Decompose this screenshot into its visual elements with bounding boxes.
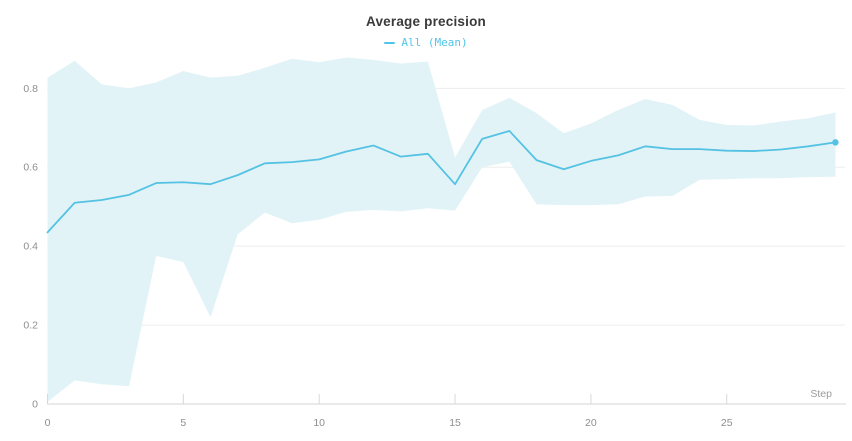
y-tick-label: 0 — [32, 399, 38, 411]
x-tick-label: 25 — [721, 417, 733, 429]
x-tick-label: 0 — [45, 417, 51, 429]
x-tick-label: 15 — [449, 417, 461, 429]
y-tick-label: 0.4 — [23, 241, 38, 253]
x-axis-title: Step — [810, 388, 832, 400]
y-tick-label: 0.8 — [23, 83, 38, 95]
mean-line — [46, 130, 837, 234]
x-tick-label: 5 — [180, 417, 186, 429]
x-tick-label: 20 — [585, 417, 597, 429]
x-tick-label: 10 — [313, 417, 325, 429]
last-point-marker — [832, 139, 839, 146]
confidence-band — [47, 57, 836, 403]
legend-item-all-mean[interactable]: All (Mean) — [401, 36, 468, 49]
chart-title: Average precision — [366, 14, 486, 29]
legend: All (Mean) — [0, 36, 852, 49]
legend-dash-icon — [384, 41, 396, 44]
y-tick-label: 0.6 — [23, 162, 38, 174]
y-tick-label: 0.2 — [23, 320, 38, 332]
